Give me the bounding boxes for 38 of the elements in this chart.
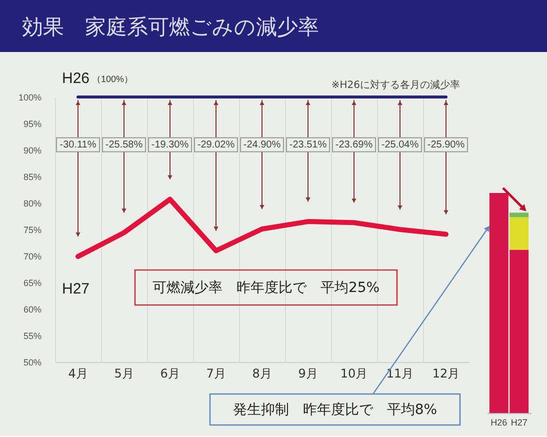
y-tick-label: 85% <box>23 172 42 182</box>
x-tick-label: 9月 <box>298 366 318 380</box>
annotation: -19.30% <box>151 140 189 151</box>
annotation: -29.02% <box>197 140 235 151</box>
annotation: -25.58% <box>105 140 143 151</box>
y-tick-label: 70% <box>23 252 42 262</box>
x-tick-label: 7月 <box>206 366 226 380</box>
x-tick-label: 5月 <box>114 366 134 380</box>
y-tick-label: 75% <box>23 225 42 235</box>
annotation: -23.51% <box>289 140 327 151</box>
annotation: 可燃減少率 昨年度比で 平均25% <box>152 280 380 296</box>
annotation: -25.90% <box>427 140 465 151</box>
y-tick-label: 55% <box>23 331 42 341</box>
x-tick-label: 10月 <box>340 366 368 380</box>
y-tick-label: 95% <box>23 119 42 129</box>
text: 発生抑制 昨年度比で 平均8% <box>232 402 438 418</box>
annotation: -30.11% <box>60 140 96 151</box>
bar <box>510 217 529 250</box>
text: ※H26に対する各月の減少率 <box>331 79 460 91</box>
x-tick-label: 4月 <box>68 366 88 380</box>
annotation: -23.69% <box>335 140 373 151</box>
chart-title: 効果 家庭系可燃ごみの減少率 <box>22 15 319 39</box>
y-tick-label: 60% <box>23 304 42 314</box>
y-tick-label: 65% <box>23 278 42 288</box>
bar <box>510 212 529 218</box>
y-tick-label: 100% <box>18 92 42 102</box>
x-tick-label: 12月 <box>432 366 460 380</box>
y-tick-label: 50% <box>23 358 42 368</box>
text: （100%） <box>92 74 134 84</box>
annotation: -24.90% <box>243 140 281 151</box>
x-tick-label: 6月 <box>160 366 180 380</box>
annotation: -25.04% <box>381 140 419 151</box>
series-label: H26 <box>62 70 90 87</box>
y-tick-label: 90% <box>23 146 42 156</box>
x-tick-label: 8月 <box>252 366 272 380</box>
series-label: H27 <box>62 280 90 298</box>
y-tick-label: 80% <box>23 198 42 208</box>
x-tick-label: 11月 <box>386 366 414 380</box>
